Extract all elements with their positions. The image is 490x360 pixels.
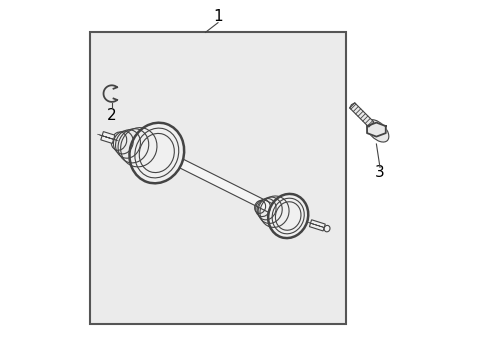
Polygon shape: [350, 103, 374, 127]
Polygon shape: [367, 123, 386, 136]
Polygon shape: [101, 132, 115, 143]
Ellipse shape: [324, 225, 330, 232]
Ellipse shape: [129, 123, 184, 183]
Text: 3: 3: [375, 165, 385, 180]
Text: 2: 2: [107, 108, 117, 123]
Text: 1: 1: [213, 9, 223, 24]
Ellipse shape: [268, 194, 308, 238]
Polygon shape: [166, 152, 289, 220]
Ellipse shape: [367, 120, 389, 142]
Bar: [90, 32, 346, 324]
Polygon shape: [310, 220, 325, 231]
